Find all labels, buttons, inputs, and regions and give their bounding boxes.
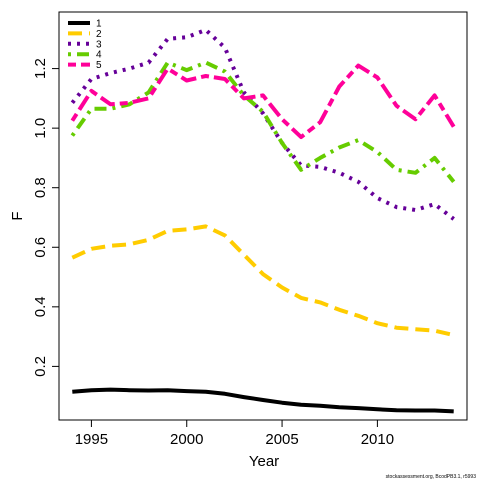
y-tick-label: 0.2 [32,356,49,377]
series-line-1 [72,387,454,414]
series-line-3 [70,27,455,221]
footer-credit: stockassessment.org, BcodPB3.1, r5993 [386,474,477,480]
legend-label-2: 2 [96,29,102,40]
legend-label-5: 5 [96,60,102,71]
x-tick-label: 1995 [75,431,108,448]
legend-label-3: 3 [96,39,102,50]
y-tick-label: 1.0 [32,118,49,139]
x-axis-title: Year [249,453,279,470]
legend-label-4: 4 [96,50,102,61]
series-line-4 [70,60,456,184]
legend-label-1: 1 [96,19,102,30]
y-tick-label: 1.2 [32,58,49,79]
y-axis-title: F [9,211,26,220]
x-tick-label: 2000 [170,431,203,448]
plot-frame [58,11,468,421]
x-axis: 1995 2000 2005 2010 [75,420,394,448]
y-tick-label: 0.6 [32,237,49,258]
series-line-5 [70,63,456,140]
x-tick-label: 2005 [265,431,298,448]
y-tick-label: 0.8 [32,177,49,198]
y-axis: 0.2 0.4 0.6 0.8 1.0 1.2 [32,58,59,377]
series-line-2 [71,224,455,338]
series-layer [70,27,456,414]
x-tick-label: 2010 [361,431,394,448]
y-tick-label: 0.4 [32,296,49,317]
